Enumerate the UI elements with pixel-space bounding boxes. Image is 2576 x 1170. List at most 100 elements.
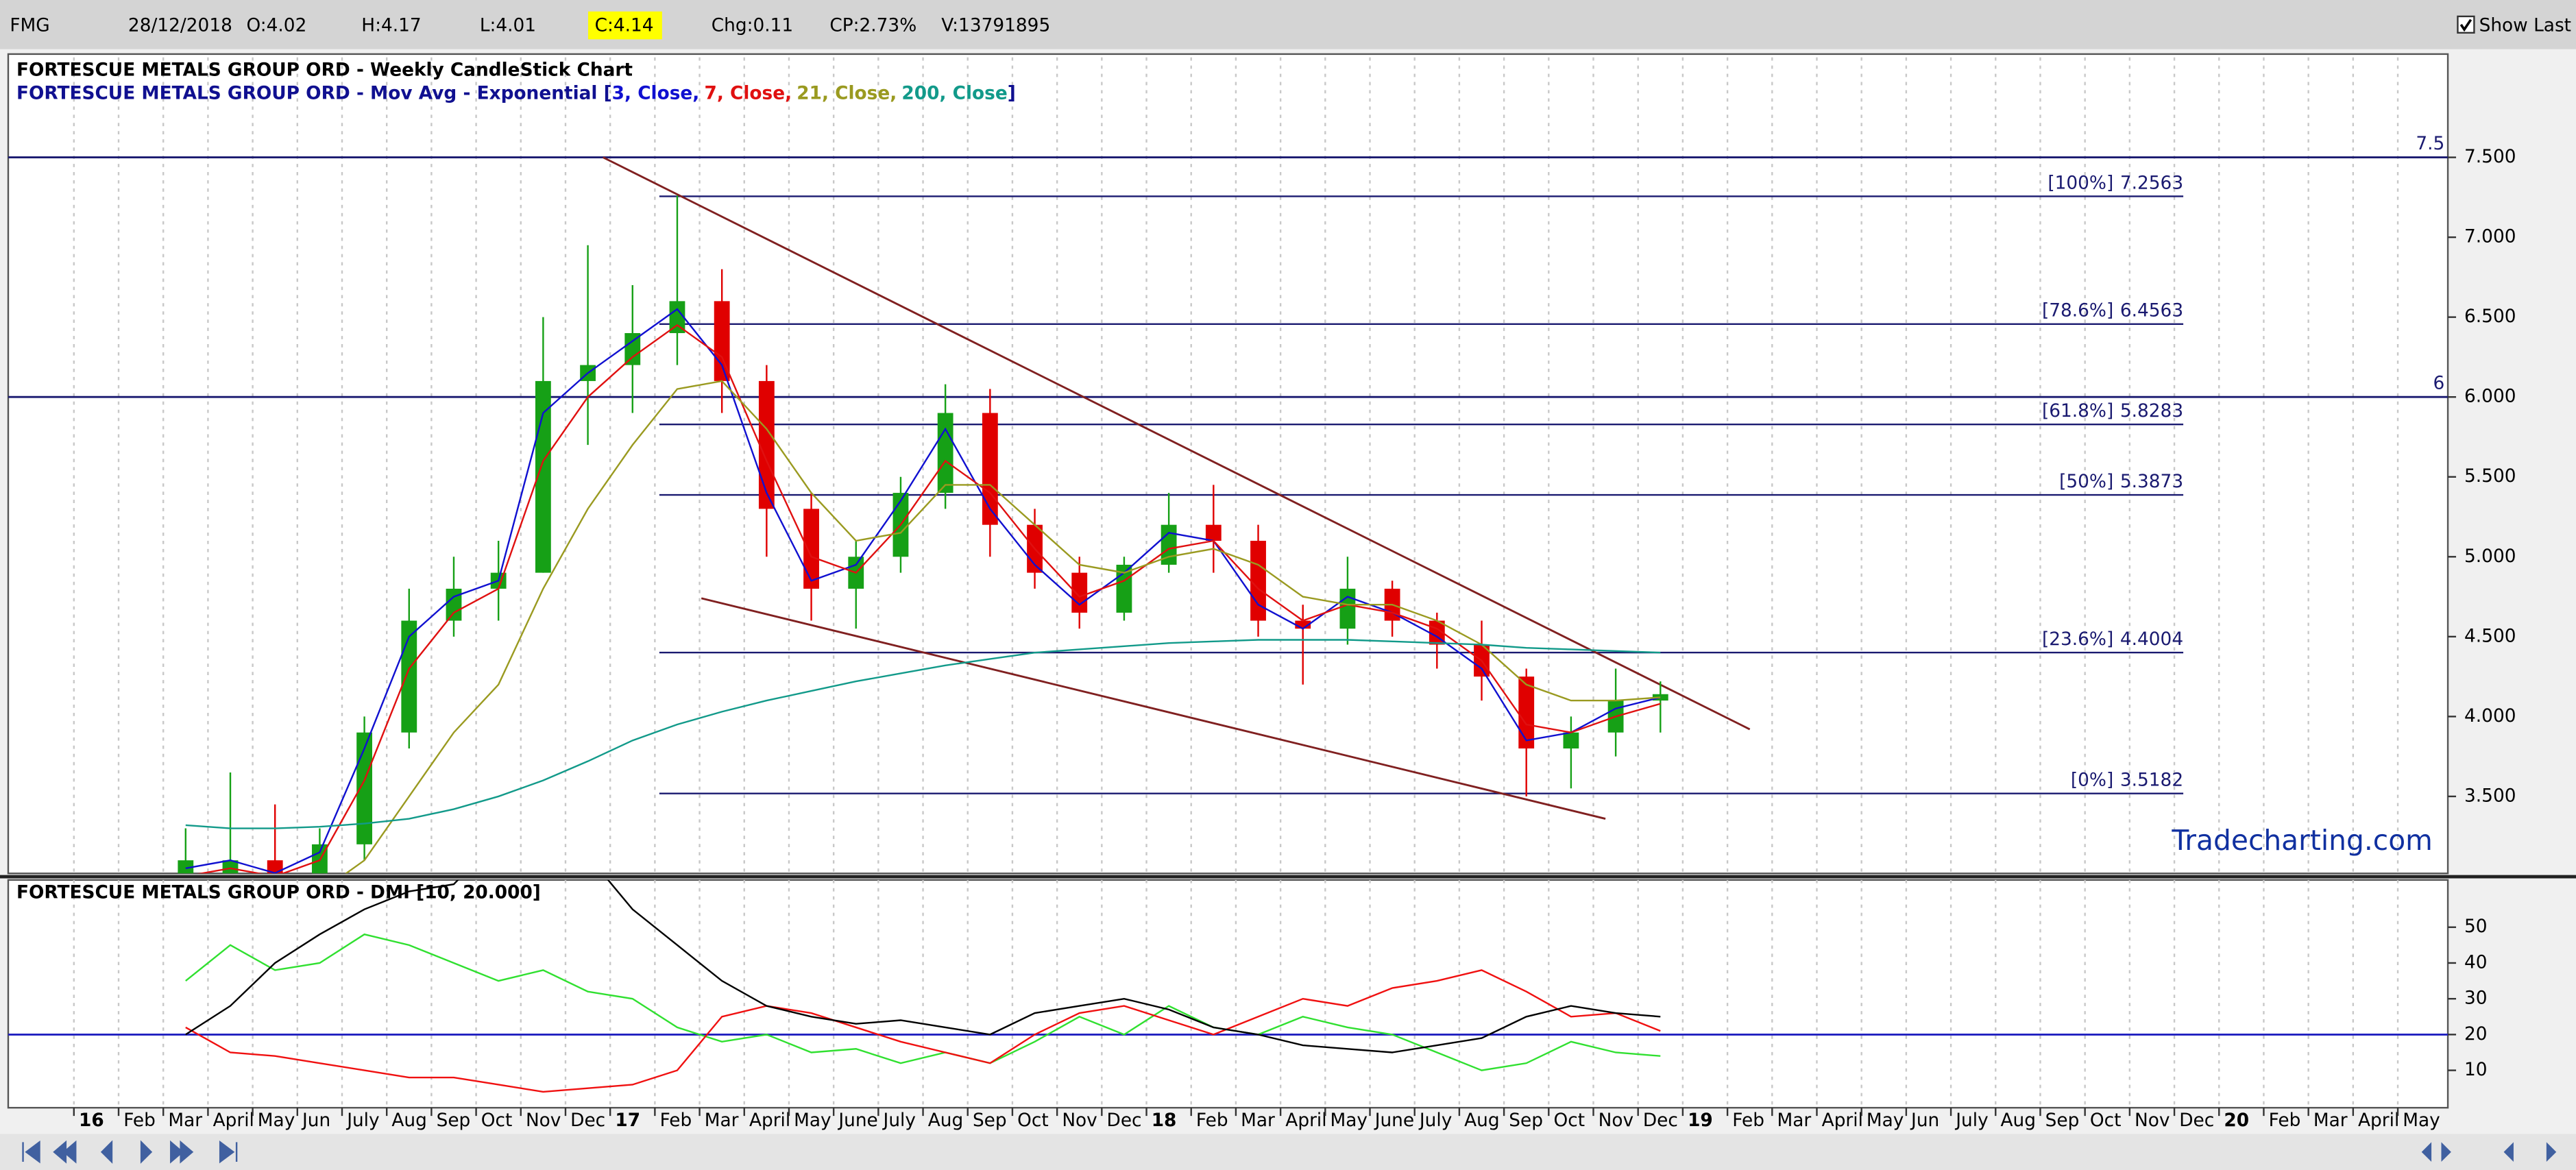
- subtitle-part: ]: [1008, 83, 1016, 103]
- x-tick-label: June: [1374, 1110, 1414, 1131]
- x-tick-label: Mar: [2313, 1110, 2348, 1131]
- x-tick-label: Mar: [705, 1110, 739, 1131]
- x-tick-label: 17: [615, 1110, 640, 1131]
- x-tick-label: 19: [1688, 1110, 1713, 1131]
- x-tick-label: April: [1285, 1110, 1326, 1131]
- subtitle-part: FORTESCUE METALS GROUP ORD - Mov Avg - E…: [16, 83, 612, 103]
- candle-body: [1116, 564, 1132, 613]
- dmi-title: FORTESCUE METALS GROUP ORD - DMI [10, 20…: [16, 882, 541, 903]
- candle-body: [803, 509, 819, 589]
- fib-value: 3.5182: [2120, 770, 2183, 790]
- show-last-checkbox[interactable]: [2457, 15, 2475, 34]
- x-tick-label: Sep: [2045, 1110, 2080, 1131]
- candle-body: [1071, 572, 1088, 613]
- x-tick-label: Feb: [123, 1110, 156, 1131]
- x-tick-label: April: [2358, 1110, 2399, 1131]
- chart-title: FORTESCUE METALS GROUP ORD - Weekly Cand…: [16, 60, 633, 80]
- y-tick-label: 5.500: [2464, 466, 2516, 487]
- dmi-line: [185, 933, 1661, 1071]
- volume: V:13791895: [941, 16, 1050, 36]
- x-tick-label: Nov: [1599, 1110, 1633, 1131]
- x-tick-label: Dec: [2179, 1110, 2214, 1131]
- dmi-line: [185, 879, 1661, 1053]
- change: Chg:0.11: [712, 16, 793, 36]
- candle-body: [1161, 524, 1177, 565]
- x-tick-label: Nov: [1062, 1110, 1097, 1131]
- checkmark: [2459, 19, 2472, 32]
- overlay: FORTESCUE METALS GROUP ORD - Weekly Cand…: [16, 60, 2516, 1130]
- x-tick-label: May: [794, 1110, 831, 1131]
- x-tick-label: Feb: [660, 1110, 692, 1131]
- y-tick-label: 50: [2464, 916, 2488, 937]
- x-tick-label: Dec: [1643, 1110, 1678, 1131]
- legend-entry: 7, Close,: [704, 83, 792, 103]
- candle-body: [356, 732, 373, 844]
- y-tick-label: 7.000: [2464, 227, 2516, 247]
- candle-body: [446, 588, 462, 621]
- x-tick-label: Oct: [2090, 1110, 2122, 1131]
- fib-pct: [100%]: [2048, 173, 2113, 193]
- fib-value: 5.8283: [2120, 401, 2183, 422]
- x-tick-label: Feb: [1732, 1110, 1764, 1131]
- nav-buttons[interactable]: [22, 1140, 2557, 1164]
- x-tick-label: April: [749, 1110, 790, 1131]
- fib-value: 4.4004: [2120, 629, 2183, 649]
- change-pct: CP:2.73%: [829, 16, 916, 36]
- x-tick-label: Jun: [301, 1110, 330, 1131]
- x-tick-label: Oct: [1017, 1110, 1049, 1131]
- legend-entry: 200, Close: [901, 83, 1007, 103]
- fib-pct: [23.6%]: [2042, 629, 2113, 649]
- x-tick-label: Dec: [1107, 1110, 1142, 1131]
- y-tick-label: 4.500: [2464, 626, 2516, 646]
- candle-body: [178, 860, 194, 874]
- x-tick-label: Mar: [168, 1110, 202, 1131]
- low: L:4.01: [480, 16, 536, 36]
- x-tick-label: 20: [2224, 1110, 2249, 1131]
- candle-body: [1339, 588, 1356, 629]
- show-last-label[interactable]: Show Last: [2479, 16, 2571, 36]
- x-tick-label: April: [213, 1110, 254, 1131]
- x-tick-label: Oct: [481, 1110, 513, 1131]
- x-tick-label: Nov: [526, 1110, 561, 1131]
- x-tick-label: July: [345, 1110, 379, 1131]
- x-tick-label: Mar: [1777, 1110, 1811, 1131]
- y-tick-label: 4.000: [2464, 706, 2516, 727]
- candle-body: [1250, 540, 1266, 621]
- price-pane: [7, 53, 2449, 875]
- date: 28/12/2018: [128, 16, 232, 36]
- fib-pct: [0%]: [2071, 770, 2113, 790]
- candle-body: [1205, 524, 1222, 541]
- x-tick-label: Sep: [1509, 1110, 1543, 1131]
- legend-entry: 3, Close,: [612, 83, 700, 103]
- fib-label: [0%] 3.5182: [2071, 770, 2183, 790]
- x-tick-label: April: [1822, 1110, 1863, 1131]
- candle-body: [758, 380, 775, 509]
- y-tick-label: 6.000: [2464, 387, 2516, 407]
- high: H:4.17: [361, 16, 421, 36]
- level-label: 6: [2433, 374, 2444, 394]
- x-tick-label: Aug: [928, 1110, 963, 1131]
- dmi-plot: [8, 879, 2449, 1108]
- trendline: [701, 597, 1606, 820]
- ema-line: [197, 324, 1661, 874]
- candle-body: [1563, 732, 1579, 749]
- candle-body: [937, 413, 953, 493]
- candle-body: [222, 860, 239, 874]
- dmi-pane: [7, 879, 2449, 1109]
- x-tick-label: Aug: [2000, 1110, 2035, 1131]
- candle-body: [669, 301, 685, 333]
- ema-line: [344, 380, 1661, 874]
- x-tick-label: May: [2403, 1110, 2440, 1131]
- price-plot: [8, 57, 2449, 874]
- candle-body: [624, 332, 641, 365]
- level-label: 7.5: [2416, 134, 2444, 154]
- x-tick-label: May: [1330, 1110, 1368, 1131]
- x-tick-label: July: [882, 1110, 916, 1131]
- toolbar: [0, 1134, 2576, 1170]
- candle-body: [1518, 677, 1535, 749]
- x-tick-label: Mar: [1241, 1110, 1275, 1131]
- close: C:4.14: [595, 16, 654, 36]
- open: O:4.02: [247, 16, 307, 36]
